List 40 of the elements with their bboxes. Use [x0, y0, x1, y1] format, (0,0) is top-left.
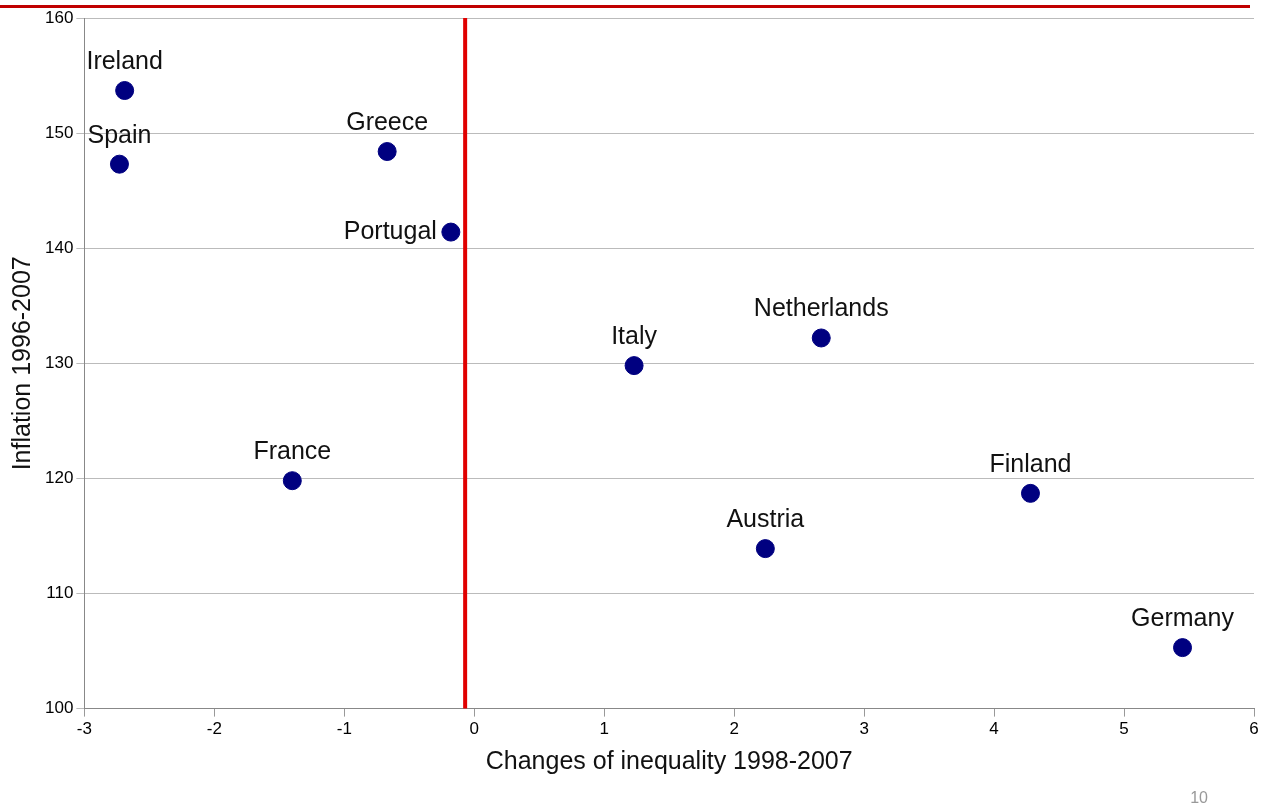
x-tick-label: 3 — [859, 719, 869, 739]
y-tick-label: 110 — [46, 583, 74, 603]
annotation: Ireland — [86, 45, 163, 74]
y-tick-label: 130 — [44, 352, 74, 372]
x-tick-label: -3 — [76, 719, 92, 739]
y-tick-label: 140 — [44, 237, 74, 257]
point — [1173, 638, 1193, 658]
point — [1020, 483, 1040, 503]
annotation: Germany — [1131, 602, 1235, 631]
annotation: Finland — [989, 448, 1072, 477]
annotation: Netherlands — [753, 293, 889, 322]
y-tick-label: 150 — [44, 122, 74, 142]
x-tick-label: -1 — [336, 719, 352, 739]
point — [282, 471, 302, 491]
annotation: Greece — [346, 106, 429, 135]
x-tick-label: 5 — [1119, 719, 1129, 739]
x-tick-label: 1 — [599, 719, 609, 739]
point — [624, 356, 644, 376]
x-tick-label: 0 — [469, 719, 479, 739]
annotation: Spain — [87, 119, 152, 148]
y-tick-label: 120 — [44, 468, 74, 488]
x-tick-label: 4 — [989, 719, 999, 739]
x-axis-title: Changes of inequality 1998-2007 — [485, 745, 853, 774]
annotation: Austria — [726, 504, 805, 532]
point — [115, 81, 135, 101]
x-tick-label: 2 — [729, 719, 739, 739]
point — [109, 154, 129, 174]
y-tick-label: 100 — [44, 698, 74, 718]
point — [441, 222, 461, 242]
y-axis-title: Inflation 1996-2007 — [6, 256, 35, 471]
annotation: Italy — [611, 320, 658, 349]
point — [377, 142, 397, 162]
annotation: France — [253, 436, 332, 465]
annotation: Portugal — [343, 215, 437, 244]
x-tick-label: 6 — [1249, 719, 1259, 739]
y-tick-label: 160 — [44, 7, 74, 27]
text: 10 — [1190, 789, 1208, 807]
point — [811, 328, 831, 348]
point — [755, 539, 775, 559]
x-tick-label: -2 — [206, 719, 222, 739]
